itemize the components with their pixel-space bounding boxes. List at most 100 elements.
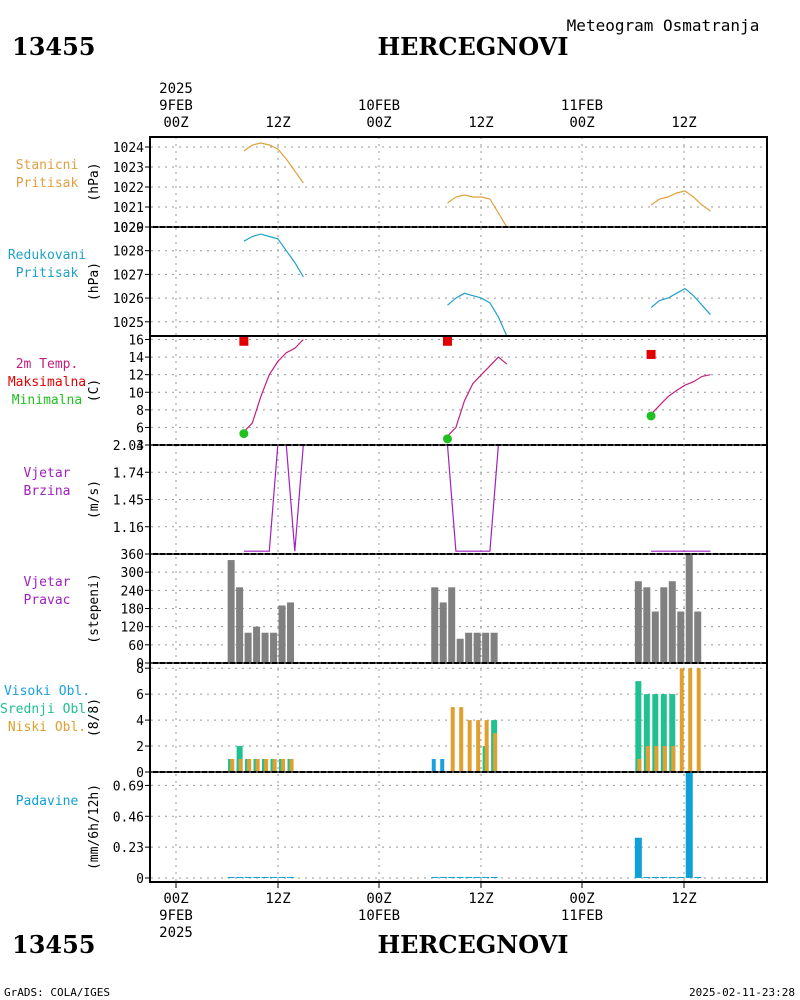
cloud-bar-low-16: [493, 733, 498, 771]
top-date-label-3: 11FEB: [561, 98, 603, 114]
temperatura-parameter-label-3: Minimalna: [12, 393, 82, 408]
redukovani-series-line-1: [243, 233, 304, 278]
precipitation-bar-9: [431, 876, 439, 878]
cloud-bar-low-4: [255, 759, 260, 771]
cloud-bar-low-20: [662, 746, 667, 771]
padavine-y-tick-label-4: 0.69: [113, 779, 144, 794]
redukovani-y-tick-label-2: 1026: [113, 292, 144, 307]
stanicni-parameter-label-1: Stanicni: [16, 158, 79, 173]
precipitation-bar-21: [668, 876, 676, 878]
cloud-bar-low-19: [654, 746, 659, 771]
cloud-bar-mid-19: [652, 694, 659, 771]
top-tick-label-5: 00Z: [569, 115, 594, 131]
temperatura-series-line-2: [447, 356, 508, 437]
wind-direction-bar-17: [634, 581, 642, 662]
wind-direction-bar-23: [685, 555, 693, 662]
redukovani-parameter-label-2: Pritisak: [16, 266, 79, 281]
oblacnost-y-axis-label: (8/8): [87, 698, 102, 737]
credit-text: GrADS: COLA/IGES: [4, 986, 110, 999]
cloud-bar-low-1: [230, 759, 235, 771]
precipitation-bar-23: [685, 773, 693, 878]
redukovani-y-tick-label-5: 1029: [113, 221, 144, 236]
precipitation-bar-22: [677, 876, 685, 878]
bottom-tick-label-5: 00Z: [569, 891, 594, 907]
temperatura-y-tick-label-2: 6: [136, 421, 144, 436]
top-date-label-2: 10FEB: [358, 98, 400, 114]
vjetar_brzina-y-tick-label-1: 1.16: [113, 521, 144, 536]
redukovani-y-axis-label: (hPa): [87, 262, 102, 301]
vjetar_pravac-marks-layer: [227, 555, 702, 662]
precipitation-bar-17: [634, 837, 642, 878]
plot-frame: [149, 136, 768, 883]
wind-direction-bar-22: [677, 611, 685, 662]
vjetar_brzina-y-tick-label-3: 1.74: [113, 466, 144, 481]
cloud-bar-low-6: [272, 759, 277, 771]
precipitation-bar-19: [651, 876, 659, 878]
precipitation-bar-20: [660, 876, 668, 878]
wind-direction-bar-14: [473, 632, 481, 662]
cloud-bar-low-22: [679, 668, 684, 771]
top-date-label-1: 9FEB: [159, 98, 193, 114]
cloud-bar-low-2: [238, 759, 243, 771]
oblacnost-parameter-label-1: Visoki Obl.: [4, 684, 90, 699]
vjetar_pravac-y-tick-label-7: 360: [121, 548, 144, 563]
cloud-bar-low-17: [637, 759, 642, 771]
wind-direction-bar-6: [270, 632, 278, 662]
precipitation-bar-18: [643, 876, 651, 878]
bottom-date-label-3: 11FEB: [561, 908, 603, 924]
wind-direction-bar-21: [668, 581, 676, 662]
redukovani-marks-layer: [243, 233, 711, 335]
station-name-top: HERCEGNOVI: [377, 32, 568, 61]
cloud-bar-mid-17: [635, 681, 642, 771]
vjetar_pravac-y-tick-label-2: 60: [128, 639, 144, 654]
temperatura-parameter-label-2: Maksimalna: [8, 375, 86, 390]
vjetar_brzina-marks-layer: [243, 446, 711, 552]
stanicni-y-tick-label-4: 1023: [113, 161, 144, 176]
redukovani-series-line-2: [447, 292, 508, 335]
oblacnost-parameter-label-3: Niski Obl.: [8, 720, 86, 735]
wind-direction-bar-16: [490, 632, 498, 662]
stanicni-parameter-label-2: Pritisak: [16, 176, 79, 191]
temperatura-y-tick-label-3: 8: [136, 404, 144, 419]
precipitation-bar-11: [448, 876, 456, 878]
precipitation-bar-12: [456, 876, 464, 878]
bottom-tick-label-3: 00Z: [366, 891, 391, 907]
stanicni-y-tick-label-2: 1021: [113, 201, 144, 216]
top-year-label: 2025: [159, 81, 193, 97]
temperatura-y-tick-label-5: 12: [128, 369, 144, 384]
cloud-bar-low-13: [467, 720, 472, 771]
oblacnost-parameter-label-2: Srednji Obl.: [0, 702, 94, 717]
cloud-bar-mid-2: [236, 746, 243, 771]
temperatura-series-line-3: [650, 374, 711, 415]
vjetar_pravac-y-tick-label-3: 120: [121, 621, 144, 636]
temp-max-marker-2: [442, 337, 452, 346]
wind-direction-bar-4: [253, 626, 261, 662]
wind-direction-bar-13: [465, 632, 473, 662]
vjetar_brzina-series-line-2: [446, 446, 499, 552]
precipitation-bar-15: [482, 876, 490, 878]
vjetar_brzina-series-line-1: [243, 446, 304, 552]
precipitation-bar-16: [490, 876, 498, 878]
temp-min-marker-1: [239, 429, 249, 439]
padavine-marks-layer: [227, 773, 702, 878]
redukovani-parameter-label-1: Redukovani: [8, 248, 86, 263]
bottom-date-label-1: 9FEB: [159, 908, 193, 924]
vjetar_pravac-parameter-label-1: Vjetar: [24, 575, 71, 590]
temp-max-marker-1: [239, 337, 249, 346]
vjetar_brzina-y-tick-label-2: 1.45: [113, 494, 144, 509]
padavine-y-tick-label-3: 0.46: [113, 810, 144, 825]
panels-layer: 10201021102210231024(hPa)StanicniPritisa…: [0, 136, 768, 888]
wind-direction-bar-19: [651, 611, 659, 662]
station-id-top: 13455: [12, 32, 96, 61]
stanicni-y-tick-label-5: 1024: [113, 141, 144, 156]
top-tick-label-3: 00Z: [366, 115, 391, 131]
precipitation-bar-5: [261, 876, 269, 878]
product-title: Meteogram Osmatranja: [567, 16, 760, 35]
precipitation-bar-4: [253, 876, 261, 878]
vjetar_brzina-parameter-label-1: Vjetar: [24, 466, 71, 481]
cloud-bar-low-5: [264, 759, 269, 771]
vjetar_pravac-y-tick-label-5: 240: [121, 584, 144, 599]
cloud-bar-low-15: [484, 720, 489, 771]
top-tick-label-4: 12Z: [468, 115, 493, 131]
precipitation-bar-13: [465, 876, 473, 878]
